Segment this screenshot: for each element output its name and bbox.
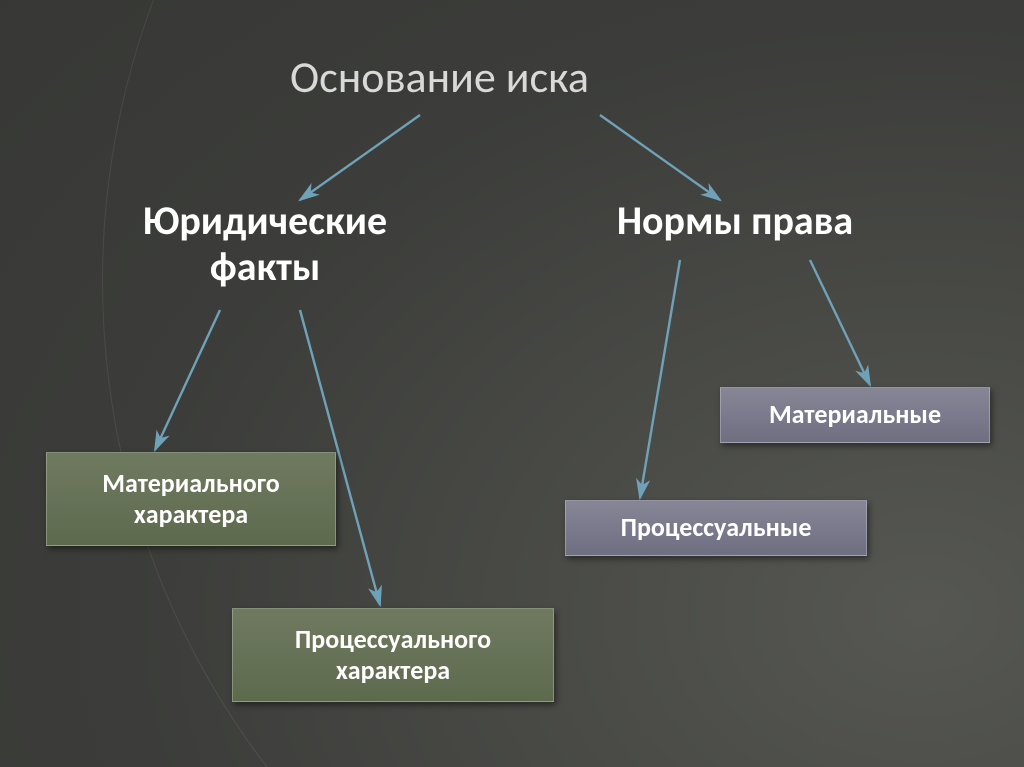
slide: Основание иска Юридические факты Нормы п… (0, 0, 1024, 767)
box-material-character: Материального характера (46, 452, 336, 546)
slide-title: Основание иска (290, 50, 589, 104)
box-procedural-character: Процессуального характера (232, 608, 554, 702)
subhead-legal-norms: Нормы права (555, 198, 915, 244)
box-material: Материальные (720, 387, 990, 443)
subhead-legal-facts: Юридические факты (95, 198, 435, 290)
box-procedural: Процессуальные (565, 500, 867, 556)
